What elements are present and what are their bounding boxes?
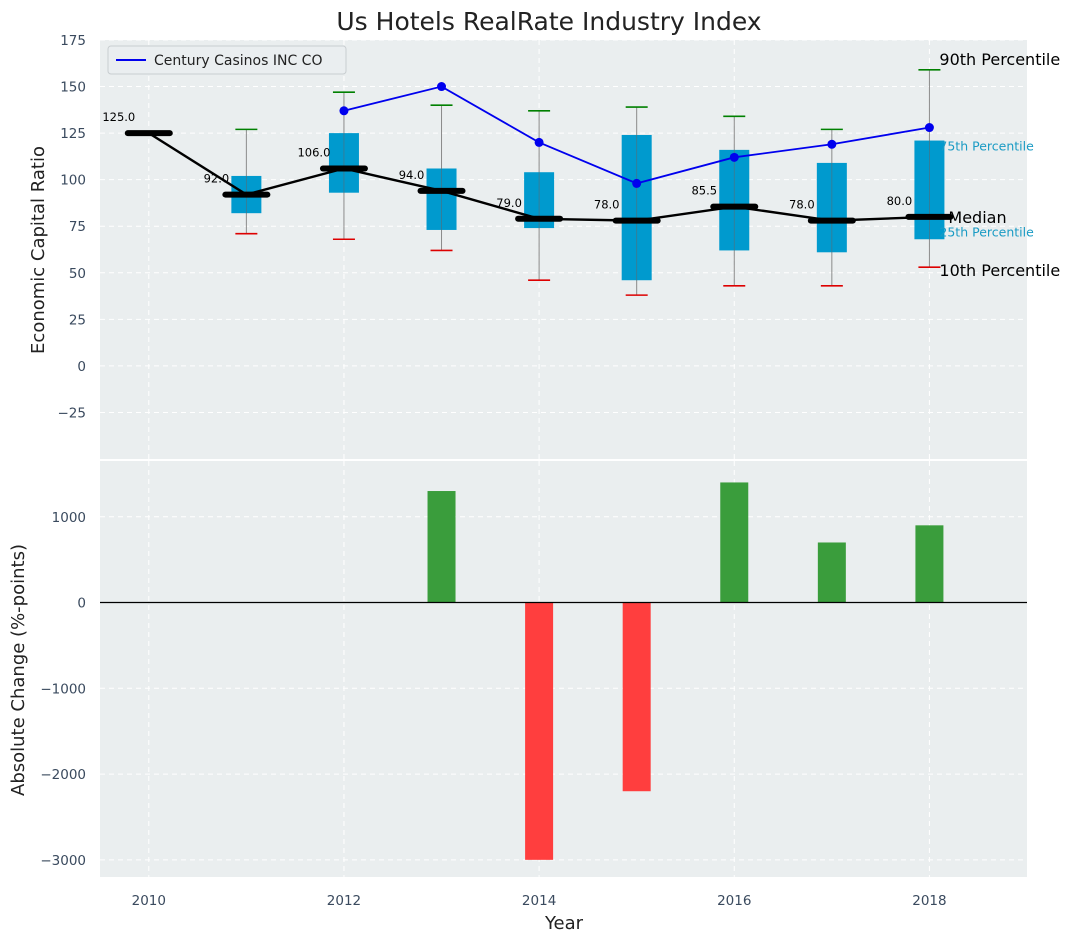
top-panel: −25 0 25 50 75 100 125 150 175 125.0 92.0 106.0 94.0… <box>58 33 1060 459</box>
top-y-tick-label: 100 <box>60 173 86 189</box>
change-bar <box>427 491 456 603</box>
median-value-label: 106.0 <box>297 145 330 159</box>
top-y-tick-label: 0 <box>77 359 86 375</box>
change-bar <box>915 525 944 603</box>
top-y-tick-label: 150 <box>60 80 86 96</box>
bottom-plot-area <box>100 461 1027 877</box>
top-y-axis-label: Economic Capital Ratio <box>28 146 49 354</box>
median-value-label: 92.0 <box>204 172 230 186</box>
bottom-y-tick-label: −3000 <box>40 853 86 869</box>
median-value-label: 94.0 <box>399 168 425 182</box>
change-bar <box>525 602 554 860</box>
bottom-y-tick-label: 0 <box>77 596 86 612</box>
bottom-y-tick-label: 1000 <box>52 510 86 526</box>
top-y-tick-label: 175 <box>60 33 86 49</box>
x-tick-label: 2010 <box>132 893 166 909</box>
series-point <box>827 139 837 149</box>
bottom-y-axis-label: Absolute Change (%-points) <box>8 544 29 796</box>
x-tick-label: 2018 <box>912 893 946 909</box>
bottom-y-tick-label: −1000 <box>40 681 86 697</box>
top-y-tick-label: −25 <box>58 405 87 421</box>
top-y-tick-label: 125 <box>60 126 86 142</box>
annotation-p10: 10th Percentile <box>939 261 1060 280</box>
bottom-panel: 2010 2012 2014 2016 2018 −3000 −2000 −1000 0 1000 <box>40 461 1027 909</box>
median-value-label: 85.5 <box>691 184 717 198</box>
x-axis-label: Year <box>544 913 584 934</box>
median-value-label: 78.0 <box>789 198 815 212</box>
x-tick-label: 2014 <box>522 893 556 909</box>
annotation-p75: 75th Percentile <box>939 139 1034 154</box>
series-point <box>924 123 934 133</box>
x-tick-label: 2016 <box>717 893 751 909</box>
series-point <box>729 152 739 162</box>
median-value-label: 80.0 <box>887 194 913 208</box>
legend-entry: Century Casinos INC CO <box>154 53 322 69</box>
change-bar <box>622 602 651 792</box>
legend: Century Casinos INC CO <box>107 45 347 75</box>
change-bar <box>720 482 749 603</box>
annotation-p25: 25th Percentile <box>939 224 1034 239</box>
x-tick-label: 2012 <box>327 893 361 909</box>
top-y-tick-label: 75 <box>69 219 86 235</box>
top-y-tick-label: 25 <box>69 312 86 328</box>
median-value-label: 79.0 <box>496 196 522 210</box>
series-point <box>437 82 447 92</box>
series-point <box>534 137 544 147</box>
series-point <box>632 178 642 188</box>
legend-box <box>107 45 347 75</box>
median-value-label: 78.0 <box>594 198 620 212</box>
chart-title: Us Hotels RealRate Industry Index <box>336 7 761 36</box>
median-value-label: 125.0 <box>102 110 135 124</box>
annotation-median: Median <box>948 208 1006 227</box>
bottom-y-tick-label: −2000 <box>40 767 86 783</box>
annotation-p90: 90th Percentile <box>939 50 1060 69</box>
series-point <box>339 106 349 116</box>
top-y-tick-label: 50 <box>69 266 86 282</box>
top-plot-area <box>100 40 1027 459</box>
change-bar <box>817 542 846 603</box>
